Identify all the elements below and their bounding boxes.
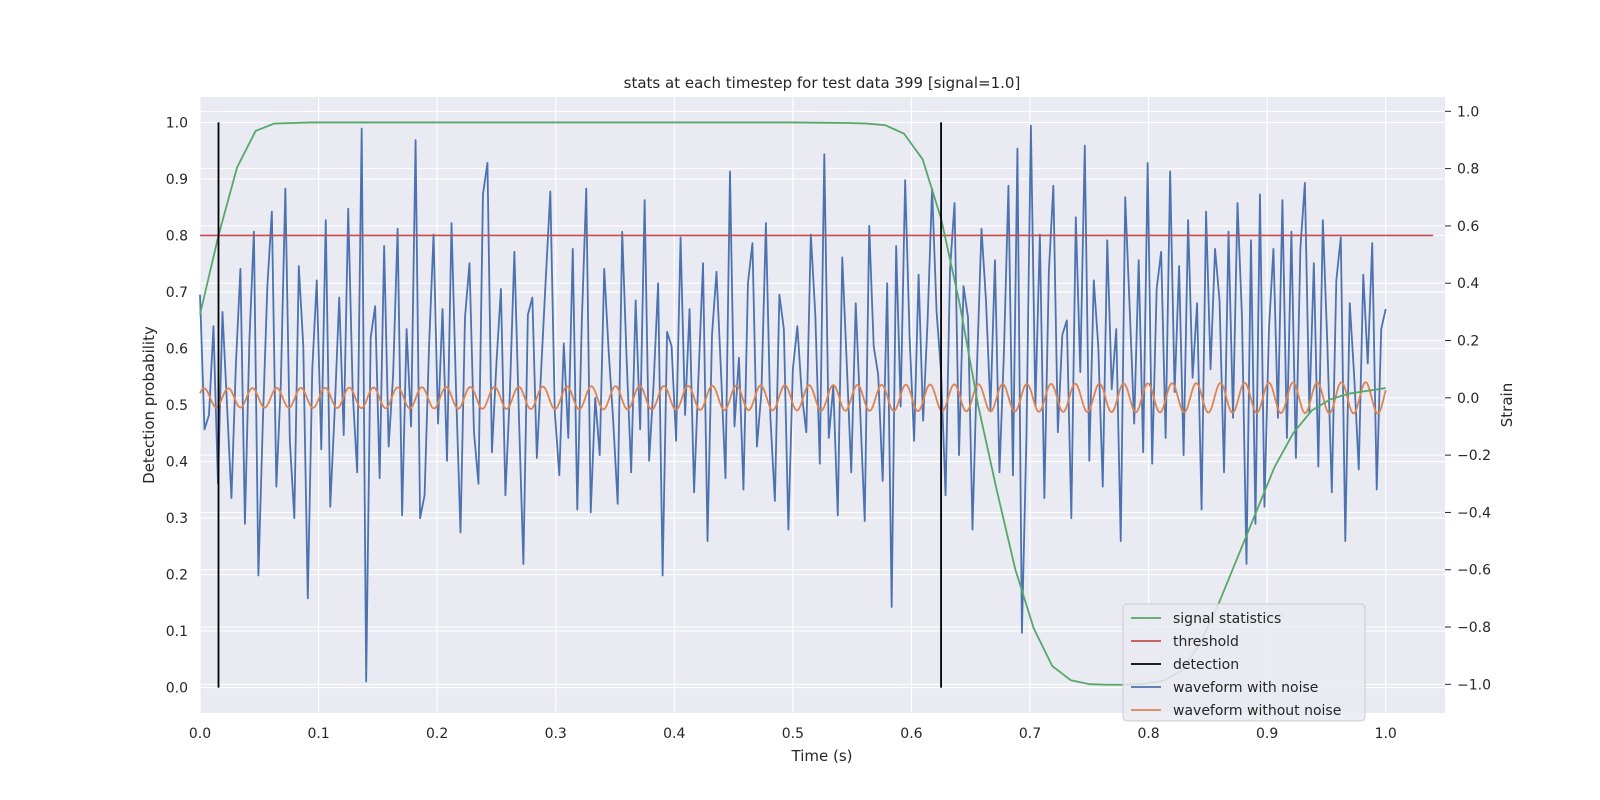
y2-tick-label: −0.4 [1457,505,1491,521]
y2-tick-label: −0.8 [1457,620,1491,636]
x-axis-label: Time (s) [791,747,853,765]
legend: signal statistics threshold detection wavef… [1122,603,1366,722]
y2-axis-label: Strain [1498,383,1516,427]
y-tick-label: 0.2 [166,568,188,584]
y2-tick-label: 0.0 [1457,391,1479,407]
y-tick-label: 0.6 [166,341,188,357]
legend-entry: detection [1173,657,1239,673]
y-tick-label: 0.4 [166,455,188,471]
x-tick-label: 0.2 [426,726,448,742]
x-tick-label: 0.8 [1137,726,1159,742]
x-tick-label: 0.6 [900,726,922,742]
legend-box [1122,603,1366,722]
series-waveform-with-noise [199,124,1387,683]
y-tick-label: 0.8 [166,228,188,244]
y2-tick-label: 0.6 [1457,219,1479,235]
x-tick-label: 1.0 [1375,726,1397,742]
y-axis-label: Detection probability [140,326,158,484]
y2-tick-label: 1.0 [1457,104,1479,120]
chart-title: stats at each timestep for test data 399… [624,74,1021,92]
x-tick-label: 0.7 [1019,726,1041,742]
x-axis: 0.0 0.1 0.2 0.3 0.4 0.5 0.6 0.7 0.8 0.9 1.0 [189,726,1397,742]
y-tick-label: 0.7 [166,285,188,301]
y2-tick-label: −1.0 [1457,677,1491,693]
x-tick-label: 0.1 [307,726,329,742]
x-tick-label: 0.3 [545,726,567,742]
y2-tick-label: 0.2 [1457,334,1479,350]
y-axis-left: 0.0 0.1 0.2 0.3 0.4 0.5 0.6 0.7 0.8 0.9 1.0 [166,115,188,696]
series-signal-statistics [199,121,1386,686]
x-tick-label: 0.0 [189,726,211,742]
legend-entry: waveform without noise [1173,703,1341,719]
legend-entry: waveform with noise [1173,680,1318,696]
y-tick-label: 1.0 [166,115,188,131]
y-tick-label: 0.9 [166,172,188,188]
legend-entry: threshold [1173,634,1239,650]
x-tick-label: 0.9 [1256,726,1278,742]
y-axis-right: 1.0 0.8 0.6 0.4 0.2 0.0 −0.2 −0.4 −0.6 −0.8 −1.0 [1445,104,1491,693]
y-tick-label: 0.0 [166,681,188,697]
y-tick-label: 0.1 [166,624,188,640]
legend-entry: signal statistics [1173,611,1281,627]
y2-tick-label: −0.6 [1457,563,1491,579]
y2-tick-label: −0.2 [1457,448,1491,464]
x-tick-label: 0.4 [663,726,685,742]
y-tick-label: 0.3 [166,511,188,527]
series-layer [199,121,1434,688]
y2-tick-label: 0.8 [1457,162,1479,178]
y-tick-label: 0.5 [166,398,188,414]
series-waveform-without-noise [199,381,1387,415]
x-tick-label: 0.5 [782,726,804,742]
y2-tick-label: 0.4 [1457,276,1479,292]
